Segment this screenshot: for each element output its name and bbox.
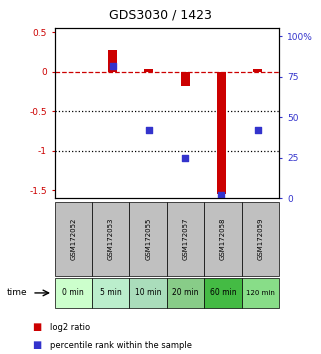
Text: GSM172053: GSM172053 bbox=[108, 218, 114, 260]
Bar bbox=[217, 72, 226, 194]
Text: GSM172059: GSM172059 bbox=[257, 218, 264, 260]
Point bbox=[182, 155, 187, 161]
Point bbox=[219, 192, 224, 198]
Text: 20 min: 20 min bbox=[172, 289, 199, 297]
Text: 120 min: 120 min bbox=[246, 290, 275, 296]
Text: 0 min: 0 min bbox=[62, 289, 84, 297]
Text: GDS3030 / 1423: GDS3030 / 1423 bbox=[109, 9, 212, 22]
Point bbox=[110, 63, 115, 68]
Text: log2 ratio: log2 ratio bbox=[50, 323, 90, 332]
Text: ■: ■ bbox=[32, 340, 41, 350]
Bar bbox=[180, 72, 190, 86]
Text: 5 min: 5 min bbox=[100, 289, 122, 297]
Text: GSM172052: GSM172052 bbox=[70, 218, 76, 260]
Point bbox=[255, 127, 260, 133]
Text: GSM172055: GSM172055 bbox=[145, 218, 151, 260]
Text: 60 min: 60 min bbox=[210, 289, 236, 297]
Text: 10 min: 10 min bbox=[135, 289, 161, 297]
Bar bbox=[253, 69, 262, 72]
Point bbox=[146, 127, 152, 133]
Text: ■: ■ bbox=[32, 322, 41, 332]
Text: time: time bbox=[6, 289, 27, 297]
Bar bbox=[108, 51, 117, 72]
Bar bbox=[144, 69, 153, 72]
Text: GSM172058: GSM172058 bbox=[220, 218, 226, 260]
Text: GSM172057: GSM172057 bbox=[183, 218, 189, 260]
Text: percentile rank within the sample: percentile rank within the sample bbox=[50, 341, 192, 350]
